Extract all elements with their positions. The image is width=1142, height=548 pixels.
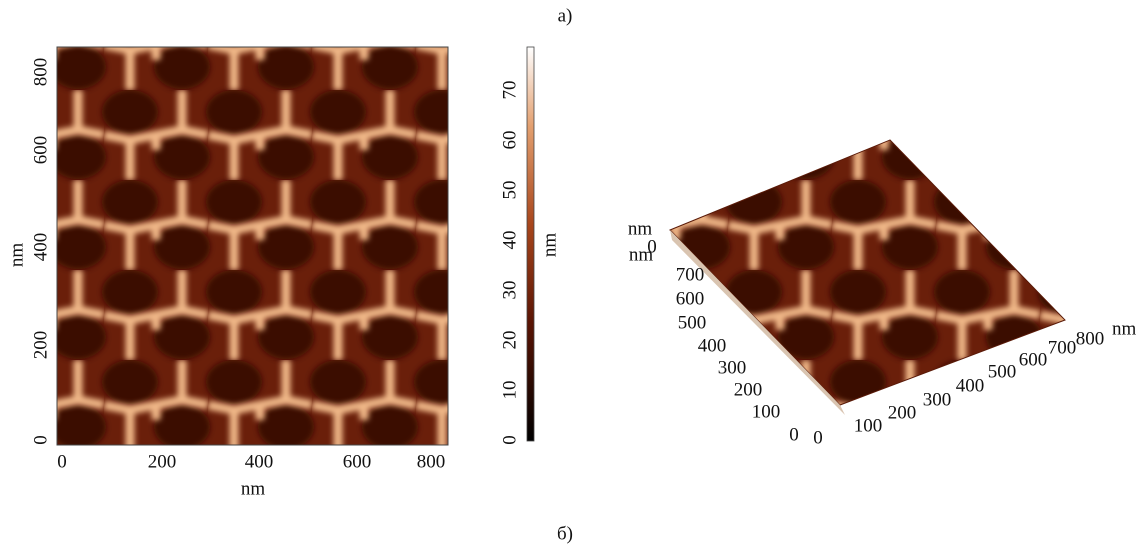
axis-label: nm bbox=[241, 478, 266, 499]
y-tick-label: 0 bbox=[30, 435, 51, 445]
axis-label: nm bbox=[1112, 318, 1137, 339]
colorbar-tick-label: 10 bbox=[499, 381, 520, 400]
x-tick-label-3d: 800 bbox=[1076, 328, 1105, 349]
colorbar-tick-label: 30 bbox=[499, 281, 520, 300]
y-tick-label-3d: 700 bbox=[676, 264, 705, 285]
colorbar-tick-label: 20 bbox=[499, 331, 520, 350]
y-tick-label-3d: 300 bbox=[718, 357, 747, 378]
panel-label: a) bbox=[558, 5, 573, 26]
colorbar bbox=[527, 47, 534, 441]
x-tick-label: 200 bbox=[148, 451, 177, 472]
y-tick-label: 600 bbox=[30, 136, 51, 165]
y-tick-label: 800 bbox=[30, 58, 51, 87]
colorbar-label: nm bbox=[539, 233, 560, 258]
x-tick-label-3d: 200 bbox=[888, 402, 917, 423]
x-tick-label-3d: 300 bbox=[923, 389, 952, 410]
x-tick-label: 400 bbox=[245, 451, 274, 472]
y-tick-label-3d: 200 bbox=[734, 379, 763, 400]
y-tick-label-3d: 600 bbox=[676, 288, 705, 309]
colorbar-tick-label: 60 bbox=[499, 131, 520, 150]
corner-label: nm bbox=[629, 244, 654, 265]
colorbar-tick-label: 70 bbox=[499, 81, 520, 100]
axis-label: nm bbox=[6, 243, 27, 268]
x-tick-label: 800 bbox=[417, 451, 446, 472]
x-tick-label-3d: 400 bbox=[956, 375, 985, 396]
colorbar-tick-label: 50 bbox=[499, 181, 520, 200]
y-tick-label-3d: 400 bbox=[698, 335, 727, 356]
afm-map bbox=[57, 47, 448, 445]
y-tick-label: 400 bbox=[30, 233, 51, 262]
panel-label: б) bbox=[557, 523, 573, 544]
y-tick-label-3d: 100 bbox=[752, 401, 781, 422]
y-tick-label: 200 bbox=[30, 331, 51, 360]
y-tick-label-3d: 0 bbox=[789, 424, 799, 445]
x-tick-label-3d: 600 bbox=[1019, 349, 1048, 370]
colorbar-tick-label: 0 bbox=[499, 435, 520, 445]
x-tick-label-3d: 0 bbox=[813, 427, 823, 448]
y-tick-label-3d: 500 bbox=[678, 312, 707, 333]
figure: a) б) nm nm nm nm 0200400600800020040060… bbox=[0, 0, 1142, 548]
x-tick-label: 0 bbox=[57, 451, 67, 472]
x-tick-label-3d: 100 bbox=[854, 415, 883, 436]
x-tick-label-3d: 500 bbox=[988, 361, 1017, 382]
x-tick-label: 600 bbox=[343, 451, 372, 472]
colorbar-tick-label: 40 bbox=[499, 231, 520, 250]
x-tick-label-3d: 700 bbox=[1048, 337, 1077, 358]
